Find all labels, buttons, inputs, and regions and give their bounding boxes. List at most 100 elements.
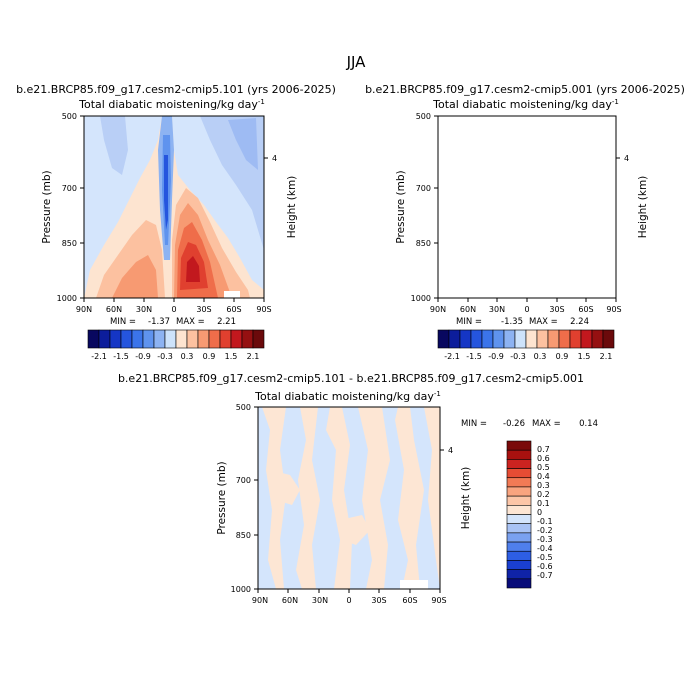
panel-2-colorbar-label: 0.3 bbox=[534, 352, 547, 361]
panel-2-xtick: 60N bbox=[460, 305, 476, 314]
panel-1-field bbox=[84, 116, 264, 298]
panel-1-colorbar-swatch bbox=[87, 329, 100, 349]
panel-3-field bbox=[258, 407, 440, 589]
panel-1-xtick: 30N bbox=[136, 305, 152, 314]
panel-1-colorbar-swatch bbox=[153, 329, 166, 349]
panel-2-positive-region-low bbox=[438, 116, 616, 298]
panel-2-ylabel: Pressure (mb) bbox=[395, 170, 407, 243]
panel-2-ytick: 700 bbox=[416, 184, 431, 193]
panel-2-xtick: 30N bbox=[489, 305, 505, 314]
panel-1-colorbar-swatch bbox=[186, 329, 199, 349]
panel-2-background bbox=[438, 116, 616, 298]
panel-3-colorbar-label: 0.7 bbox=[537, 445, 550, 454]
panel-1-colorbar-swatch bbox=[252, 329, 265, 349]
panel-1-colorbar-label: -0.3 bbox=[157, 352, 173, 361]
panel-1-variable-label: Total diabatic moistening/kg day-1 bbox=[78, 98, 265, 111]
panel-2-colorbar-label: -0.3 bbox=[510, 352, 526, 361]
panel-2-missing-data bbox=[576, 291, 592, 298]
panel-1-colorbar-label: -0.9 bbox=[135, 352, 151, 361]
panel-3-ytick: 1000 bbox=[231, 585, 251, 594]
panel-3-colorbar-swatch bbox=[506, 560, 532, 570]
panel-2-ticks bbox=[434, 115, 620, 302]
panel-3-colorbar-label: -0.2 bbox=[537, 526, 553, 535]
panel-3-colorbar-swatch bbox=[506, 505, 532, 515]
panel-2-colorbar-swatch bbox=[558, 329, 571, 349]
panel-3-ytick: 500 bbox=[236, 403, 251, 412]
panel-2-min-value: -1.35 bbox=[501, 317, 523, 327]
panel-1-colorbar bbox=[87, 329, 265, 349]
panel-3-xtick: 30N bbox=[312, 596, 328, 605]
panel-3-colorbar-label: -0.6 bbox=[537, 562, 553, 571]
panel-3-max-label: MAX = bbox=[532, 419, 561, 429]
panel-3-colorbar-label: 0.1 bbox=[537, 499, 550, 508]
panel-3-colorbar-swatch bbox=[506, 550, 532, 561]
panel-2-negative-region-right bbox=[553, 116, 616, 250]
panel-2-xtick: 90S bbox=[606, 305, 621, 314]
panel-3-height-tick: 4 bbox=[448, 446, 453, 455]
panel-1-negative-column-3 bbox=[164, 155, 168, 230]
panel-2-variable-label: Total diabatic moistening/kg day-1 bbox=[432, 98, 619, 111]
panel-1: b.e21.BRCP85.f09_g17.cesm2-cmip5.101 (yr… bbox=[16, 83, 336, 361]
panel-2-colorbar-swatch bbox=[459, 329, 472, 349]
panel-3-colorbar-label: -0.1 bbox=[537, 517, 553, 526]
panel-3-colorbar-labels: 0.7 0.6 0.5 0.4 0.3 0.2 0.1 0 -0.1 -0.2 … bbox=[537, 445, 553, 580]
panel-2-xtick: 30S bbox=[549, 305, 564, 314]
panel-1-colorbar-swatch bbox=[164, 329, 177, 349]
panel-2-positive-region-mid bbox=[450, 220, 518, 298]
panel-1-ylabel: Pressure (mb) bbox=[41, 170, 53, 243]
panel-2-ytick: 500 bbox=[416, 112, 431, 121]
panel-1-max-label: MAX = bbox=[176, 317, 205, 327]
panel-1-max-value: 2.21 bbox=[217, 317, 236, 327]
panel-2-negative-column-2 bbox=[515, 135, 524, 245]
panel-3-colorbar-label: -0.4 bbox=[537, 544, 553, 553]
panel-1-colorbar-label: 0.3 bbox=[181, 352, 194, 361]
panel-3-colorbar-swatch bbox=[506, 440, 532, 451]
panel-2-max-value: 2.24 bbox=[570, 317, 589, 327]
panel-2-colorbar-swatch bbox=[569, 329, 582, 349]
panel-3-positive-patch bbox=[340, 515, 370, 545]
panel-3-colorbar-label: 0.4 bbox=[537, 472, 550, 481]
panel-1-ytick: 1000 bbox=[57, 294, 77, 303]
panel-3-xtick: 60N bbox=[282, 596, 298, 605]
panel-3-xtick: 60S bbox=[402, 596, 417, 605]
panel-1-min-label: MIN = bbox=[110, 317, 136, 327]
panel-3-colorbar-swatch bbox=[506, 514, 532, 524]
panel-3-positive-patch bbox=[358, 407, 390, 589]
panel-3-ticks bbox=[254, 406, 444, 593]
panel-1-colorbar-label: 2.1 bbox=[247, 352, 260, 361]
panel-2-colorbar-label: -1.5 bbox=[466, 352, 482, 361]
panel-2-negative-region-right-inner bbox=[580, 118, 610, 170]
panel-2-ytick: 850 bbox=[416, 239, 431, 248]
panel-2-frame bbox=[437, 115, 617, 299]
panel-1-xtick: 0 bbox=[171, 305, 176, 314]
panel-2-ylabel-right: Height (km) bbox=[637, 176, 649, 239]
panel-1-colorbar-swatch bbox=[98, 329, 111, 349]
panel-2-max-label: MAX = bbox=[529, 317, 558, 327]
panel-2-colorbar-label: -0.9 bbox=[488, 352, 504, 361]
panel-2-positive-region-mid-2 bbox=[466, 255, 511, 298]
panel-2-colorbar-label: 0.9 bbox=[556, 352, 569, 361]
panel-1-colorbar-label: 0.9 bbox=[203, 352, 216, 361]
panel-1-colorbar-label: 1.5 bbox=[225, 352, 238, 361]
panel-3-max-value: 0.14 bbox=[579, 419, 598, 429]
panel-3-colorbar-swatch bbox=[506, 459, 532, 469]
panel-3-colorbar-swatch bbox=[506, 541, 532, 552]
panel-2-colorbar-swatch bbox=[514, 329, 527, 349]
panel-3-colorbar-label: -0.5 bbox=[537, 553, 553, 562]
panel-3-xtick: 90N bbox=[252, 596, 268, 605]
panel-1-positive-core-5 bbox=[186, 256, 200, 282]
panel-2-colorbar-swatch bbox=[602, 329, 615, 349]
panel-1-colorbar-swatch bbox=[241, 329, 254, 349]
panel-1-height-tick: 4 bbox=[272, 154, 277, 163]
panel-3-colorbar-swatch bbox=[506, 578, 532, 589]
panel-3-positive-patch bbox=[296, 407, 320, 589]
panel-3-xtick: 90S bbox=[431, 596, 446, 605]
panel-2-xtick: 60S bbox=[578, 305, 593, 314]
panel-3-min-value: -0.26 bbox=[503, 419, 525, 429]
panel-2-colorbar-swatch bbox=[536, 329, 549, 349]
panel-3-colorbar-label: 0.2 bbox=[537, 490, 550, 499]
panel-2-colorbar-swatch bbox=[481, 329, 494, 349]
panel-1-colorbar-label: -2.1 bbox=[91, 352, 107, 361]
panel-3-colorbar-label: 0 bbox=[537, 508, 542, 517]
panel-2-colorbar-swatch bbox=[547, 329, 560, 349]
